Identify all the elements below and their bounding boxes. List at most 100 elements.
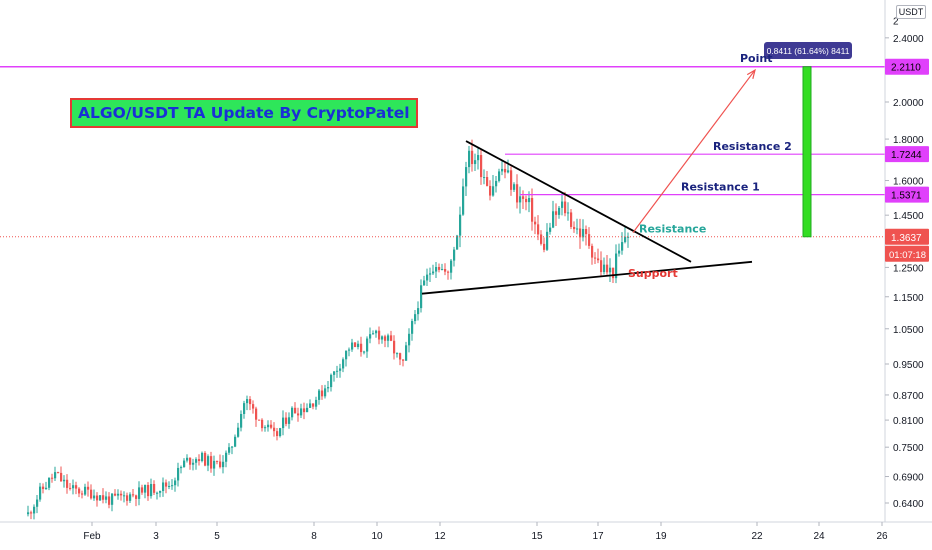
candle-body [390,335,393,341]
price-axis[interactable]: 2.4000 2.0000 1.8000 1.6000 1.4500 1.2500 1.15… [884,0,929,522]
time-tick-label: 22 [751,531,763,542]
candle-body [300,408,303,416]
candle-body [540,234,543,244]
time-axis[interactable]: Feb 3 5 8 10 12 15 17 19 22 24 26 [0,521,932,542]
candle-body [564,201,567,214]
candle-body [213,460,216,469]
candle-body [330,374,333,388]
candle-body [189,457,192,465]
candle-body [594,257,597,259]
candle-body [477,155,480,161]
candle-body [258,419,261,421]
candle-body [99,495,102,501]
candle-body [612,267,615,279]
candle-body [144,484,147,493]
candle-body [318,390,321,400]
candle-body [588,234,591,246]
candle-body [261,419,264,429]
candle-body [246,399,249,404]
candle-body [615,253,618,279]
candle-body [219,461,222,468]
candle-body [507,170,510,173]
countdown-box [885,245,929,262]
candle-body [174,480,177,486]
candle-body [327,387,330,389]
descending-trendline [465,140,692,263]
candle-body [186,457,189,461]
candle-body [363,351,366,353]
candle-body [240,414,243,428]
candle-body [216,460,219,462]
measure-bar [802,66,812,238]
candle-body [525,198,528,203]
candle-body [336,370,339,372]
candle-body [627,236,630,238]
candle-body [573,226,576,230]
candle-body [468,150,471,168]
candle-body [264,427,267,429]
candle-body [156,492,159,494]
candle-body [486,177,489,186]
candle-body [36,499,39,507]
candle-body [378,330,381,340]
candle-body [354,342,357,348]
price-label-box [885,186,929,203]
candle-body [72,485,75,489]
candle-body [45,487,48,490]
price-tick-label: 1.2500 [893,263,924,274]
candle-body [333,371,336,375]
price-tick-label: 1.6000 [893,177,924,188]
candle-body [252,404,255,409]
candle-body [126,495,129,501]
candle-body [423,280,426,286]
candle-body [201,452,204,462]
time-tick-label: 17 [592,531,604,542]
price-tick-label: 0.6400 [893,499,924,510]
resistance-levels [0,65,885,238]
annotation-resistance1: Resistance 1 [681,181,760,194]
candle-body [117,493,120,496]
price-label-1.5371: 1.5371 [891,191,922,202]
candle-body [624,236,627,243]
candle-body [609,267,612,273]
price-tick-label: 2 [893,17,899,28]
candle-body [84,486,87,495]
candle-body [453,249,456,261]
candle-body [591,245,594,258]
candle-body [432,271,435,274]
candle-body [618,250,621,254]
candle-body [153,484,156,493]
candle-body [288,417,291,424]
candle-body [600,260,603,273]
candle-body [234,436,237,447]
candle-body [417,308,420,315]
time-tick-label: 3 [153,531,159,542]
candle-body [558,207,561,215]
candle-body [534,221,537,225]
candle-body [33,506,36,514]
candle-body [495,180,498,187]
price-tick-label: 2.4000 [893,34,924,45]
candle-body [192,462,195,465]
candle-body [228,447,231,453]
candle-body [531,198,534,222]
currency-unit[interactable]: USDT [896,5,926,19]
candle-body [255,408,258,420]
candle-body [384,336,387,341]
candle-body [372,333,375,335]
candle-body [285,417,288,424]
candle-body [195,459,198,463]
candle-body [90,489,93,499]
candle-body [51,477,54,479]
candle-body [168,485,171,487]
candle-body [66,479,69,488]
candle-body [108,496,111,505]
candle-body [348,349,351,351]
annotation-point: Point [740,52,772,65]
candle-body [414,314,417,322]
candle-body [360,343,363,353]
time-tick-label: 5 [214,531,220,542]
candle-body [537,224,540,235]
candle-body [435,266,438,272]
